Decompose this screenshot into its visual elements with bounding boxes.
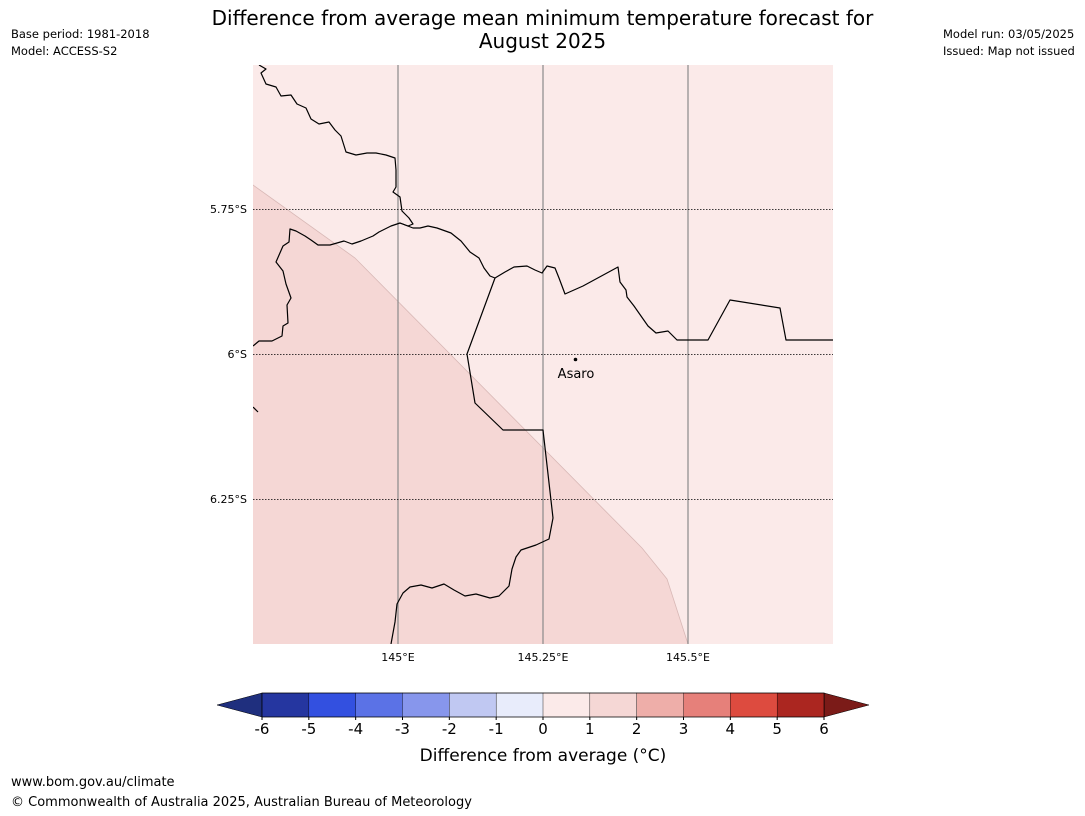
- colorbar-segment: [495, 692, 544, 718]
- lon-label-145-25e: 145.25°E: [518, 651, 569, 664]
- colorbar-segment: [261, 692, 310, 718]
- colorbar-segment: [402, 692, 450, 718]
- colorbar-tick-label: 3: [679, 720, 689, 738]
- map-title-line-1: Difference from average mean minimum tem…: [211, 6, 874, 30]
- colorbar-tick-label: -5: [301, 720, 316, 738]
- colorbar-tick-label: -4: [348, 720, 363, 738]
- footer-url: www.bom.gov.au/climate: [11, 775, 175, 790]
- colorbar-segment: [308, 692, 357, 718]
- town-label-asaro: Asaro: [558, 367, 595, 382]
- colorbar-segment: [730, 692, 778, 718]
- colorbar: -6 -5 -4 -3 -2 -1 0 1 2 3 4 5 6: [216, 692, 870, 738]
- colorbar-tick-label: 6: [819, 720, 829, 738]
- colorbar-segment: [449, 692, 497, 718]
- colorbar-tick-label: 0: [538, 720, 548, 738]
- colorbar-tick-label: 1: [585, 720, 595, 738]
- colorbar-tick-label: -2: [442, 720, 457, 738]
- model-text: Model: ACCESS-S2: [11, 44, 118, 58]
- colorbar-segment: [683, 692, 731, 718]
- colorbar-tick-label: 2: [632, 720, 642, 738]
- province-boundaries: [253, 65, 833, 644]
- colorbar-under-arrow: [216, 692, 263, 718]
- map-title-line-2: August 2025: [478, 29, 607, 53]
- colorbar-label: Difference from average (°C): [419, 746, 667, 766]
- colorbar-over-arrow: [823, 692, 870, 718]
- lon-label-145-5e: 145.5°E: [666, 651, 710, 664]
- base-period-text: Base period: 1981-2018: [11, 27, 150, 41]
- zone-1-to-2: [253, 185, 688, 644]
- lat-label-6-25s: 6.25°S: [210, 493, 247, 506]
- colorbar-tick-label: 5: [772, 720, 782, 738]
- colorbar-segment: [589, 692, 638, 718]
- colorbar-segment: [542, 692, 591, 718]
- colorbar-tick-label: -1: [489, 720, 504, 738]
- lon-label-145e: 145°E: [381, 651, 414, 664]
- map-title: Difference from average mean minimum tem…: [170, 7, 915, 53]
- colorbar-segment: [776, 692, 825, 718]
- lat-label-6s: 6°S: [228, 348, 247, 361]
- colorbar-tick-label: 4: [726, 720, 736, 738]
- town-marker-asaro: [573, 357, 578, 362]
- colorbar-tick-label: -6: [255, 720, 270, 738]
- footer-copyright: © Commonwealth of Australia 2025, Austra…: [11, 795, 472, 810]
- colorbar-tick-label: -3: [395, 720, 410, 738]
- zone-boundary: [253, 184, 689, 644]
- run-info: Model run: 03/05/2025 Issued: Map not is…: [943, 26, 1075, 60]
- colorbar-segment: [636, 692, 685, 718]
- model-run-text: Model run: 03/05/2025: [943, 27, 1075, 41]
- issued-text: Issued: Map not issued: [943, 44, 1075, 58]
- lat-label-5-75s: 5.75°S: [210, 203, 247, 216]
- forecast-info: Base period: 1981-2018 Model: ACCESS-S2: [11, 26, 150, 60]
- colorbar-segment: [355, 692, 403, 718]
